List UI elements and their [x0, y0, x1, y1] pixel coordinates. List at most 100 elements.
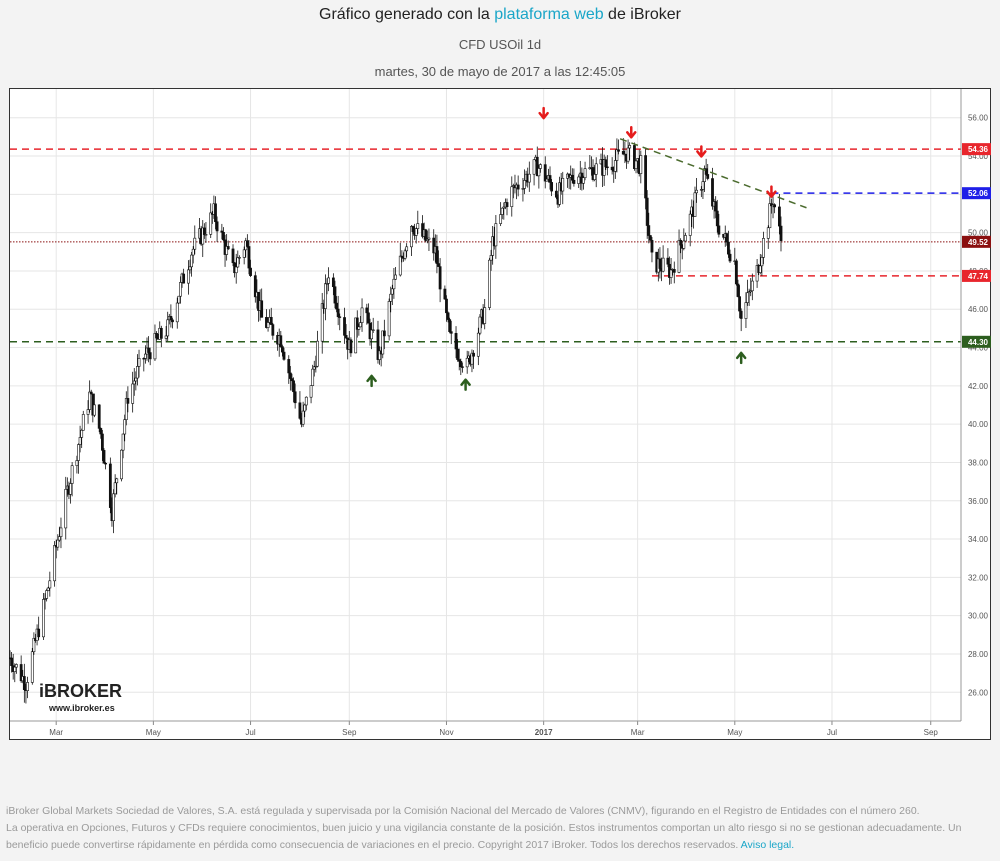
candle-body [81, 414, 85, 431]
candle-body [222, 232, 225, 241]
level-tags: 54.36 52.06 49.52 47.74 44.30 [962, 143, 991, 348]
candle-body [489, 255, 493, 261]
candle-body [639, 155, 643, 174]
logo-brand: iBROKER [39, 681, 122, 701]
candle-body [532, 159, 536, 175]
candle-body [703, 168, 706, 182]
y-tick-label: 38.00 [968, 458, 989, 467]
candle-body [175, 302, 179, 323]
candle-body [360, 307, 364, 323]
candle-body [382, 330, 386, 337]
logo-url: www.ibroker.es [48, 703, 115, 713]
y-tick-label: 40.00 [968, 420, 989, 429]
candle-body [539, 164, 542, 169]
candle-body [615, 149, 619, 161]
candle-body [605, 166, 609, 169]
candle-body [104, 462, 107, 465]
candle-body [666, 257, 670, 265]
candle-body [425, 239, 429, 241]
candle-body [449, 331, 453, 334]
candle-body [320, 303, 324, 342]
candle-body [354, 317, 358, 354]
candle-body [499, 214, 503, 224]
candle-body [59, 527, 63, 537]
y-tick-label: 32.00 [968, 573, 989, 582]
candle-body [304, 396, 308, 406]
candle-body [269, 317, 273, 325]
level-tag-box [962, 335, 991, 348]
candle-body [164, 335, 168, 339]
candle-body [287, 359, 291, 374]
candle-body [405, 246, 409, 252]
y-tick-label: 44.00 [968, 344, 989, 353]
candle-body [648, 235, 652, 241]
candle-body [628, 145, 632, 149]
title-suffix: de iBroker [603, 6, 681, 23]
candle-body [209, 212, 213, 235]
candle-body [459, 361, 463, 368]
candle-body [202, 227, 206, 235]
candle-body [14, 664, 18, 668]
candle-body [43, 598, 47, 600]
candle-body [414, 228, 418, 236]
candle-body [472, 352, 475, 357]
candle-body [558, 182, 561, 205]
candle-body [448, 319, 452, 332]
candle-body [26, 682, 29, 691]
candle-body [357, 326, 361, 330]
candle-body [260, 300, 264, 318]
candle-body [438, 266, 442, 290]
candle-body [120, 449, 123, 480]
y-tick-label: 36.00 [968, 497, 989, 506]
trendline [619, 138, 807, 209]
candle-body [550, 182, 554, 192]
candle-body [650, 240, 654, 253]
candle-body [220, 230, 224, 233]
level-tag-box [962, 269, 991, 282]
candle-body [77, 444, 80, 461]
candle-body [365, 307, 369, 314]
candle-body [535, 156, 539, 177]
candle-body [298, 402, 302, 419]
candle-body [177, 295, 181, 304]
candle-body [266, 322, 270, 328]
x-axis: Mar May Jul Sep Nov 2017 Mar May Jul Sep [10, 720, 961, 737]
level-tag-box [962, 187, 991, 200]
candle-body [711, 178, 714, 207]
candle-body [359, 322, 362, 328]
candle-body [610, 166, 614, 171]
candle-body [288, 372, 292, 379]
candle-body [443, 288, 447, 300]
arrow-up-icon [366, 374, 377, 388]
platform-link[interactable]: plataforma web [494, 6, 604, 23]
candle-body [45, 590, 49, 599]
candle-body [134, 377, 138, 382]
candle-body [554, 190, 558, 198]
candle-body [166, 319, 170, 337]
candle-body [672, 269, 676, 273]
candle-body [736, 283, 740, 297]
level-tag-box [962, 235, 991, 248]
candle-body [437, 263, 440, 267]
candle-body [394, 274, 397, 280]
candle-body [338, 316, 342, 318]
candle-body [113, 482, 117, 495]
candle-body [376, 329, 380, 360]
candle-body [746, 292, 749, 303]
legal-notice-link[interactable]: Aviso legal. [740, 839, 795, 851]
candle-body [715, 210, 719, 227]
candle-body [537, 168, 541, 177]
candle-body [144, 353, 147, 359]
x-tick-label: Sep [924, 728, 939, 737]
candle-body [617, 149, 620, 152]
candle-body [755, 265, 759, 282]
candle-body [527, 173, 531, 183]
candle-body [424, 229, 428, 241]
candle-body [714, 201, 718, 212]
candle-body [123, 419, 127, 435]
footer-disclaimer: La operativa en Opciones, Futuros y CFDs… [6, 822, 962, 851]
candle-body [293, 391, 297, 404]
candle-body [446, 312, 450, 320]
candle-body [56, 539, 60, 548]
candle-body [70, 465, 74, 484]
